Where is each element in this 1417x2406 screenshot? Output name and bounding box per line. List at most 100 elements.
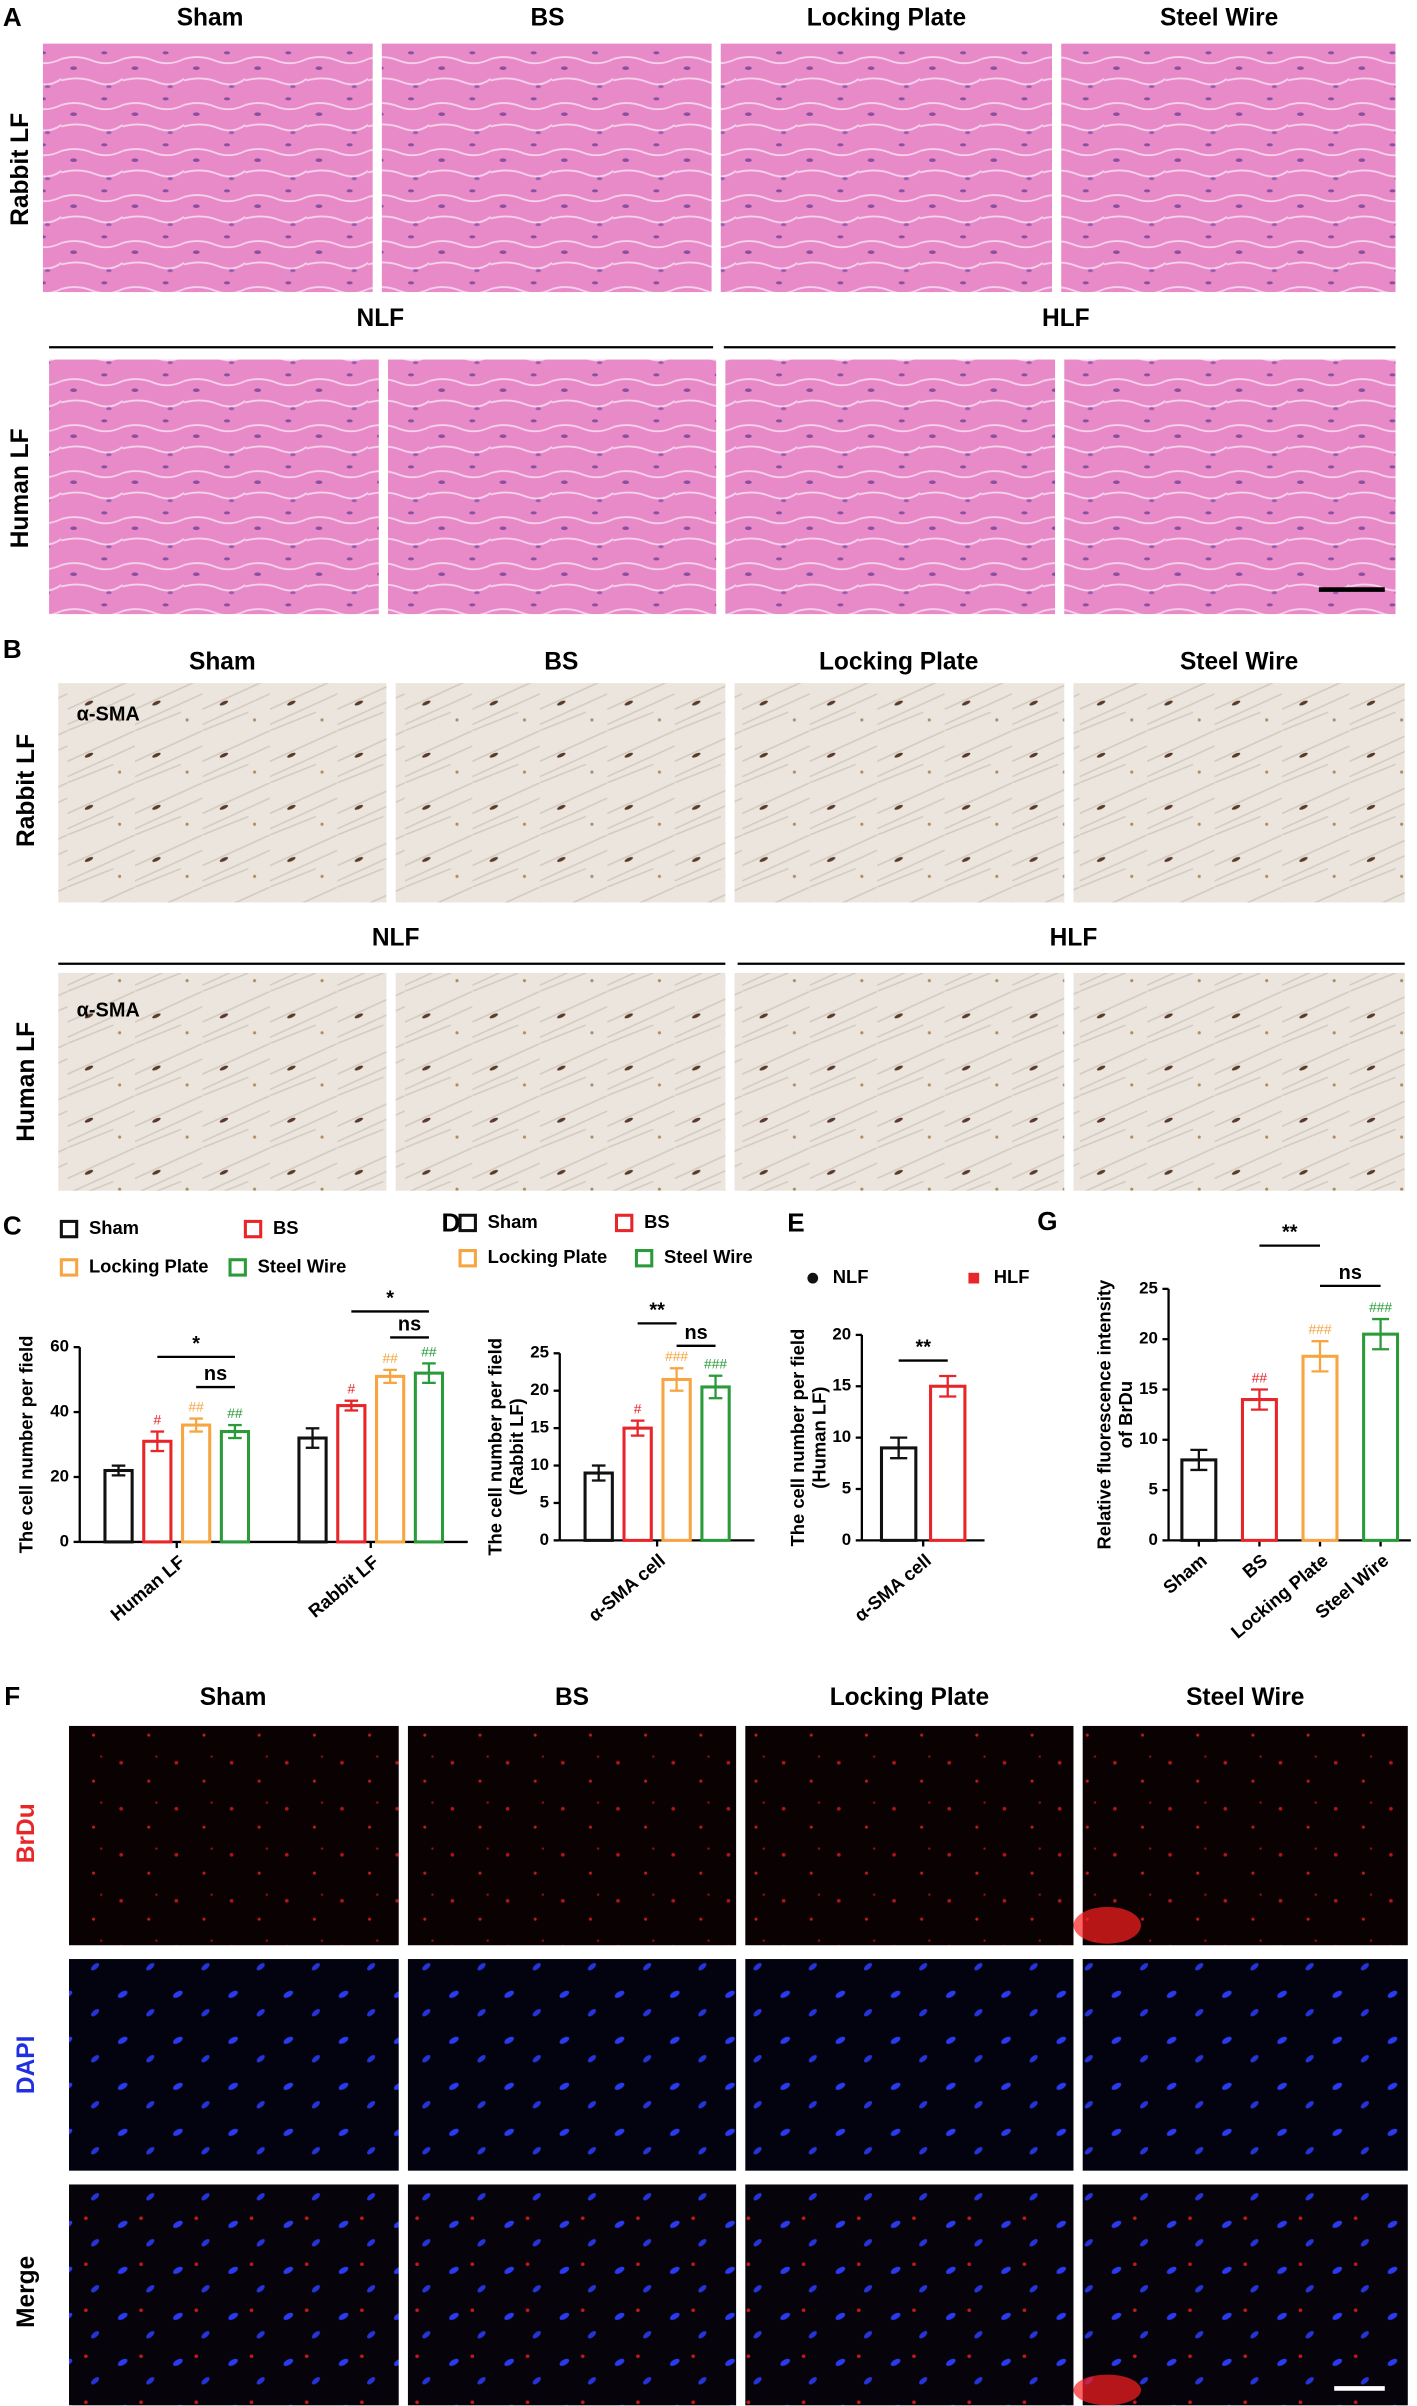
y-axis-label: Relative fluorescence intensity bbox=[1094, 1279, 1115, 1550]
y-axis-label: of BrDu bbox=[1115, 1381, 1136, 1448]
bar bbox=[879, 1446, 918, 1542]
legend-label: Steel Wire bbox=[664, 1246, 753, 1267]
legend-marker bbox=[968, 1272, 980, 1284]
legend-label: Sham bbox=[89, 1217, 139, 1238]
micrograph bbox=[734, 683, 1065, 903]
y-tick-label: 25 bbox=[530, 1343, 549, 1362]
micrograph bbox=[69, 2184, 399, 2406]
bar bbox=[336, 1404, 367, 1544]
micrograph bbox=[745, 2184, 1074, 2406]
y-axis-label: The cell number per field bbox=[15, 1336, 36, 1554]
micrograph bbox=[395, 683, 726, 903]
signal-glow bbox=[1073, 1906, 1141, 1944]
legend-label: Locking Plate bbox=[89, 1255, 209, 1276]
y-axis-label: The cell number per field bbox=[787, 1329, 808, 1547]
group-label: HLF bbox=[1042, 305, 1090, 332]
x-tick-label: Human LF bbox=[106, 1551, 188, 1625]
micrograph bbox=[49, 359, 379, 615]
legend-label: BS bbox=[644, 1211, 670, 1232]
micrograph bbox=[42, 43, 373, 293]
y-tick-label: 20 bbox=[1139, 1329, 1158, 1348]
panel-label: E bbox=[787, 1207, 804, 1237]
significance-marker: # bbox=[634, 1402, 642, 1417]
y-tick-label: 15 bbox=[832, 1376, 851, 1395]
comparison-label: ** bbox=[915, 1337, 931, 1359]
column-header: Sham bbox=[189, 649, 256, 676]
y-tick-label: 10 bbox=[832, 1427, 851, 1446]
row-label: Rabbit LF bbox=[7, 113, 34, 226]
micrograph bbox=[58, 972, 387, 1191]
micrograph bbox=[745, 1725, 1074, 1946]
x-tick-label: α-SMA cell bbox=[850, 1549, 935, 1625]
significance-marker: ## bbox=[227, 1406, 243, 1421]
legend-marker bbox=[228, 1258, 247, 1277]
bar bbox=[1362, 1332, 1400, 1542]
micrograph bbox=[745, 1959, 1074, 2171]
x-tick-label: Sham bbox=[1159, 1549, 1211, 1597]
legend-label: Steel Wire bbox=[258, 1255, 347, 1276]
bar bbox=[583, 1471, 614, 1542]
x-tick-label: BS bbox=[1238, 1549, 1271, 1582]
panel-label: C bbox=[3, 1210, 22, 1240]
bar bbox=[103, 1468, 134, 1544]
column-header: Locking Plate bbox=[819, 649, 978, 676]
bar bbox=[413, 1371, 445, 1544]
column-header: Steel Wire bbox=[1160, 5, 1278, 32]
stain-label: α-SMA bbox=[77, 704, 140, 726]
micrograph bbox=[69, 1725, 399, 1946]
comparison-label: ns bbox=[204, 1363, 227, 1385]
y-tick-label: 20 bbox=[530, 1380, 549, 1399]
y-tick-label: 60 bbox=[50, 1337, 69, 1356]
y-axis-label: (Rabbit LF) bbox=[506, 1398, 527, 1495]
row-label: Human LF bbox=[7, 428, 34, 548]
significance-marker: ### bbox=[665, 1349, 688, 1364]
micrograph bbox=[1082, 1725, 1408, 1946]
significance-marker: ### bbox=[1308, 1322, 1331, 1337]
micrograph bbox=[1064, 359, 1396, 615]
y-tick-label: 5 bbox=[540, 1492, 549, 1511]
legend-marker bbox=[243, 1219, 263, 1239]
significance-marker: ### bbox=[1369, 1300, 1392, 1315]
y-tick-label: 10 bbox=[530, 1455, 549, 1474]
comparison-label: ns bbox=[398, 1313, 421, 1335]
legend-marker bbox=[59, 1219, 79, 1239]
significance-marker: # bbox=[153, 1412, 161, 1427]
panel-label: D bbox=[441, 1207, 460, 1237]
y-tick-label: 20 bbox=[832, 1324, 851, 1343]
micrograph bbox=[58, 683, 387, 903]
y-tick-label: 0 bbox=[1148, 1530, 1157, 1549]
x-tick-label: α-SMA cell bbox=[584, 1549, 669, 1625]
column-header: BS bbox=[530, 5, 564, 32]
micrograph bbox=[1061, 43, 1396, 293]
legend-label: Sham bbox=[488, 1211, 538, 1232]
y-tick-label: 40 bbox=[50, 1402, 69, 1421]
column-header: Sham bbox=[177, 5, 244, 32]
micrograph bbox=[734, 972, 1065, 1191]
y-axis-label: (Human LF) bbox=[808, 1387, 829, 1489]
comparison-label: * bbox=[386, 1287, 394, 1309]
bar bbox=[622, 1426, 653, 1542]
significance-marker: ## bbox=[421, 1344, 437, 1359]
legend-marker bbox=[614, 1213, 634, 1233]
comparison-label: ns bbox=[684, 1322, 707, 1344]
y-tick-label: 10 bbox=[1139, 1429, 1158, 1448]
bar bbox=[219, 1430, 251, 1544]
signal-glow bbox=[1073, 2374, 1141, 2406]
panel-label: B bbox=[3, 634, 22, 664]
row-label: Human LF bbox=[13, 1022, 40, 1142]
panel-label: A bbox=[3, 2, 22, 32]
bar bbox=[375, 1374, 406, 1544]
micrograph bbox=[720, 43, 1053, 293]
column-header: Steel Wire bbox=[1186, 1684, 1304, 1711]
legend-marker bbox=[59, 1258, 79, 1277]
column-header: BS bbox=[544, 649, 578, 676]
legend-marker bbox=[634, 1249, 654, 1268]
bar bbox=[142, 1439, 173, 1544]
significance-marker: ## bbox=[1252, 1370, 1268, 1385]
legend-label: NLF bbox=[833, 1266, 869, 1287]
column-header: BS bbox=[555, 1684, 589, 1711]
significance-marker: # bbox=[347, 1382, 355, 1397]
group-label: HLF bbox=[1050, 925, 1098, 952]
bar bbox=[929, 1384, 967, 1542]
group-label: NLF bbox=[356, 305, 404, 332]
